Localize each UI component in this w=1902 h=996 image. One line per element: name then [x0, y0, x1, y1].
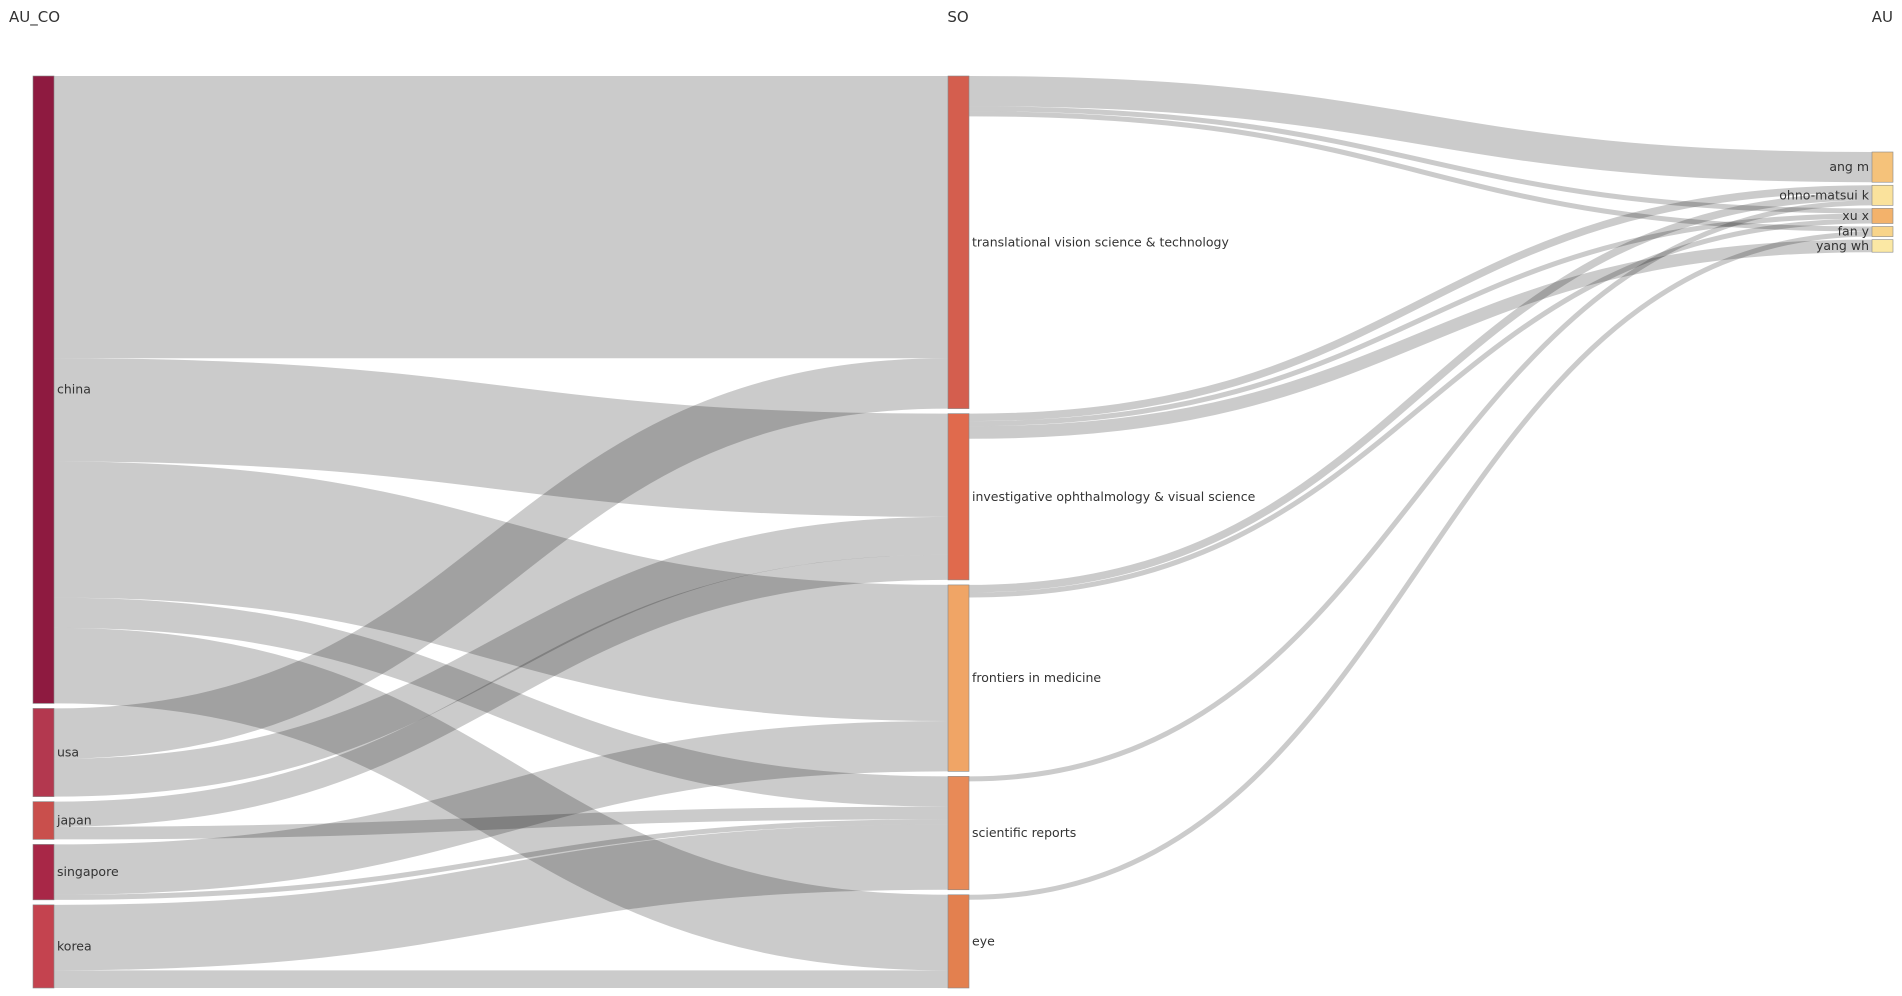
node-eye[interactable]	[947, 894, 970, 989]
column-title-so: SO	[947, 8, 968, 26]
link-singapore-to-sr[interactable]	[53, 819, 949, 900]
node-fany[interactable]	[1871, 226, 1894, 237]
link-iovs-to-yangwh[interactable]	[968, 239, 1873, 439]
link-iovs-to-xux[interactable]	[968, 213, 1873, 427]
link-iovs-to-ohno[interactable]	[968, 185, 1873, 422]
node-label-fany: fan y	[1838, 224, 1870, 239]
node-label-xux: xu x	[1842, 208, 1869, 223]
link-china-to-fim[interactable]	[53, 461, 949, 721]
node-label-singapore: singapore	[57, 864, 119, 879]
link-fim-to-ohno[interactable]	[968, 192, 1873, 593]
node-label-japan: japan	[56, 813, 92, 828]
node-japan[interactable]	[32, 801, 55, 840]
node-xux[interactable]	[1871, 208, 1894, 224]
node-korea[interactable]	[32, 904, 55, 989]
link-china-to-iovs[interactable]	[53, 358, 949, 517]
node-label-iovs: investigative ophthalmology & visual sci…	[972, 489, 1256, 504]
link-usa-to-tvst[interactable]	[53, 358, 949, 759]
node-label-angm: ang m	[1829, 159, 1869, 174]
node-label-korea: korea	[57, 938, 92, 953]
node-fim[interactable]	[947, 584, 970, 772]
nodes-layer: china usa japan singapore korea translational…	[32, 75, 1894, 989]
node-label-tvst: translational vision science & technolog…	[972, 234, 1229, 249]
node-china[interactable]	[32, 75, 55, 704]
link-sr-to-ohno[interactable]	[968, 200, 1873, 782]
column-title-au: AU	[1872, 8, 1893, 26]
node-iovs[interactable]	[947, 413, 970, 581]
node-ohno[interactable]	[1871, 184, 1894, 206]
node-singapore[interactable]	[32, 844, 55, 901]
node-label-yangwh: yang wh	[1816, 238, 1869, 253]
link-japan-to-iovs[interactable]	[53, 554, 949, 827]
node-label-usa: usa	[57, 745, 79, 760]
link-korea-to-sr[interactable]	[53, 824, 949, 971]
node-label-eye: eye	[972, 933, 995, 948]
column-titles: AU_CO SO AU	[9, 8, 1893, 27]
link-fim-to-xux[interactable]	[968, 218, 1873, 598]
column-title-au_co: AU_CO	[9, 8, 60, 27]
node-tvst[interactable]	[947, 75, 970, 409]
node-yangwh[interactable]	[1871, 239, 1894, 253]
node-sr[interactable]	[947, 776, 970, 891]
node-label-ohno: ohno-matsui k	[1779, 187, 1870, 202]
node-label-sr: scientific reports	[972, 825, 1076, 840]
link-usa-to-iovs[interactable]	[53, 516, 949, 797]
link-singapore-to-fim[interactable]	[53, 720, 949, 895]
node-label-china: china	[57, 382, 91, 397]
node-angm[interactable]	[1871, 151, 1894, 183]
links-layer	[53, 75, 1873, 989]
link-tvst-to-angm[interactable]	[968, 75, 1873, 183]
link-eye-to-fany[interactable]	[968, 231, 1873, 900]
node-usa[interactable]	[32, 708, 55, 797]
node-label-fim: frontiers in medicine	[972, 670, 1101, 685]
